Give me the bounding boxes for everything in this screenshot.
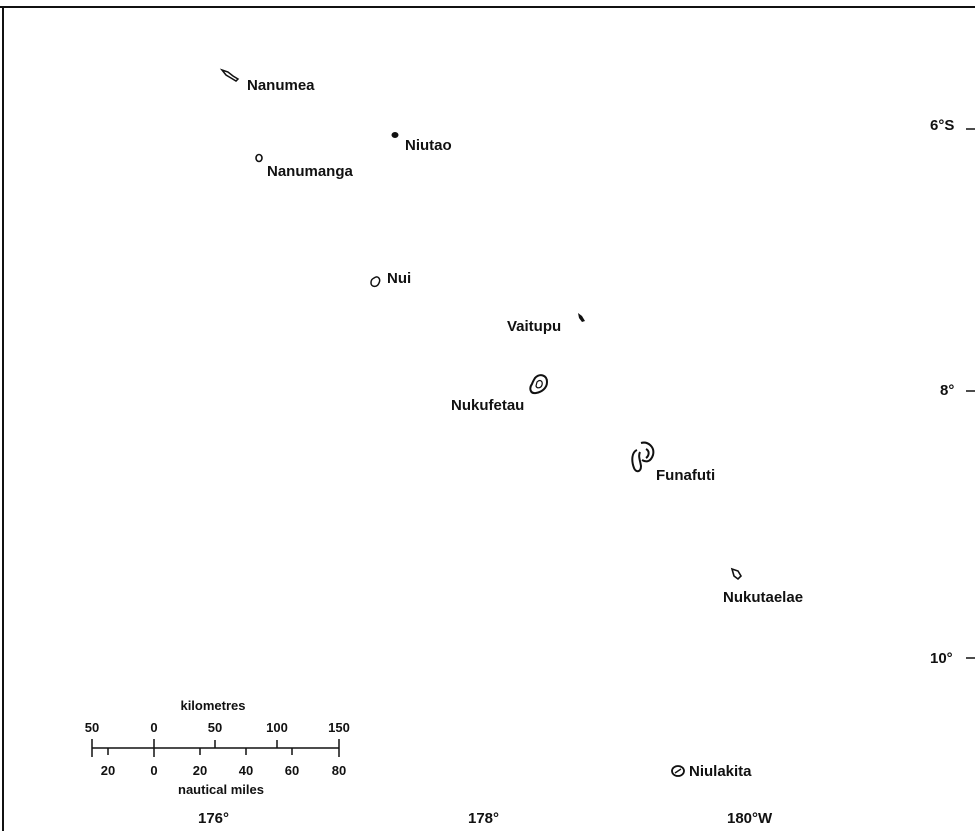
scale-bar-line: [91, 739, 340, 757]
island-niulakita-shape: [671, 765, 685, 777]
island-nukufetau-lagoon: [535, 379, 543, 389]
island-nukutaelae: Nukutaelae: [723, 567, 803, 606]
scale-km-tick: 150: [328, 720, 350, 735]
island-nukufetau-shape: [529, 374, 549, 395]
scale-km-tick: 100: [266, 720, 288, 735]
map-border: [0, 6, 975, 831]
scale-km-title: kilometres: [180, 698, 245, 713]
latitude-label-6s: 6°S: [930, 117, 954, 134]
scale-nm-tick: 60: [285, 763, 299, 778]
island-label-funafuti: Funafuti: [656, 467, 715, 484]
island-nanumanga-shape: [255, 153, 263, 163]
island-niulakita: Niulakita: [671, 763, 752, 780]
island-nanumea: Nanumea: [219, 68, 315, 94]
scale-nm-tick: 80: [332, 763, 346, 778]
island-vaitupu-shape: [578, 313, 585, 322]
island-label-vaitupu: Vaitupu: [507, 318, 561, 335]
scale-km-tick: 0: [150, 720, 157, 735]
island-vaitupu: Vaitupu: [507, 313, 585, 335]
island-nui-shape: [370, 276, 381, 288]
scale-km-tick: 50: [85, 720, 99, 735]
longitude-labels: 176° 178° 180°W: [198, 810, 773, 827]
scale-nm-tick: 0: [150, 763, 157, 778]
scale-nm-title: nautical miles: [178, 782, 264, 797]
island-nukufetau: Nukufetau: [451, 374, 549, 414]
island-label-nanumanga: Nanumanga: [267, 163, 354, 180]
island-label-nukutaelae: Nukutaelae: [723, 589, 803, 606]
longitude-label-180w: 180°W: [727, 810, 773, 827]
scale-nm-tick: 20: [101, 763, 115, 778]
latitude-label-10: 10°: [930, 650, 953, 667]
island-niutao: Niutao: [391, 132, 452, 154]
scale-nm-tick: 40: [239, 763, 253, 778]
scale-km-tick: 50: [208, 720, 222, 735]
island-label-nanumea: Nanumea: [247, 77, 315, 94]
island-label-nui: Nui: [387, 270, 411, 287]
scale-km-ticks: 50 0 50 100 150: [85, 720, 350, 735]
longitude-label-176: 176°: [198, 810, 229, 827]
island-nukutaelae-shape: [730, 567, 743, 581]
scale-nm-tick: 20: [193, 763, 207, 778]
island-nanumea-shape: [219, 68, 240, 82]
latitude-labels: 6°S 8° 10°: [930, 117, 975, 667]
island-funafuti: Funafuti: [631, 441, 715, 484]
island-funafuti-shape: [631, 441, 655, 473]
island-label-niutao: Niutao: [405, 137, 452, 154]
scale-nm-ticks: 20 0 20 40 60 80: [101, 763, 346, 778]
latitude-label-8: 8°: [940, 382, 954, 399]
island-label-nukufetau: Nukufetau: [451, 397, 524, 414]
island-label-niulakita: Niulakita: [689, 763, 752, 780]
island-nui: Nui: [370, 270, 411, 288]
longitude-label-178: 178°: [468, 810, 499, 827]
scale-bar: kilometres 50 0 50 100 150 20 0 20 40 60: [85, 698, 350, 797]
island-niutao-shape: [391, 132, 399, 138]
island-nanumanga: Nanumanga: [255, 153, 354, 180]
